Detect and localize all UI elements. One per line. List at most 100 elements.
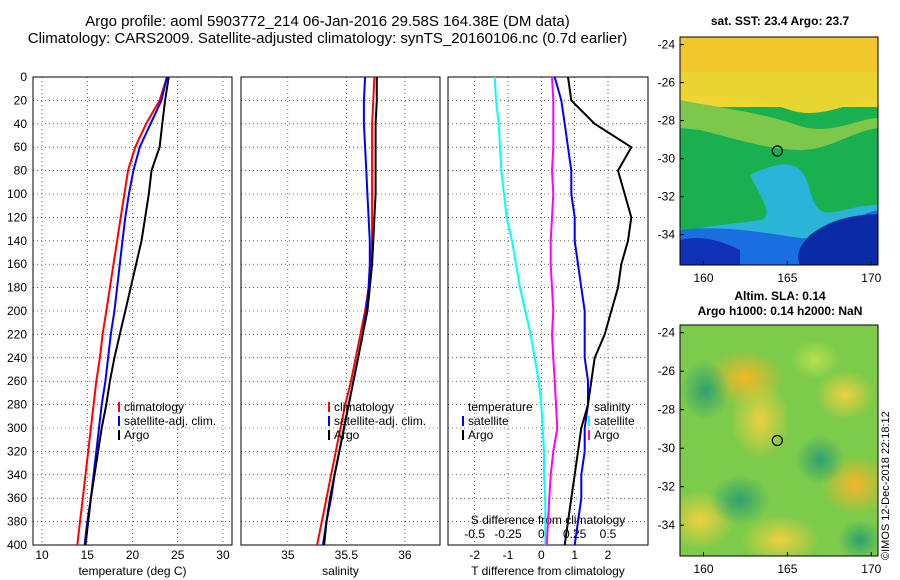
- salinity-panel: 35 35.5 36 salinity: [240, 76, 441, 578]
- series-line-argo: [84, 76, 170, 546]
- legend-title-temperature: temperature: [468, 400, 533, 414]
- sst-map-title: sat. SST: 23.4 Argo: 23.7: [710, 14, 850, 28]
- map-y-tick-label: -26: [658, 364, 676, 378]
- legend-label-argo: Argo: [334, 428, 360, 442]
- map-y-tick-label: -32: [658, 480, 676, 494]
- y-tick-label: 300: [7, 421, 27, 435]
- sst-map-axes: 160 165 170 -24 -26 -28 -30 -32 -34: [658, 38, 882, 285]
- y-tick-label: 100: [7, 187, 27, 201]
- map-x-tick-label: 160: [693, 271, 713, 285]
- map-y-tick-label: -28: [658, 403, 676, 417]
- map-y-tick-label: -28: [658, 114, 676, 128]
- x-tick-label: 0.5: [600, 527, 617, 541]
- sla-map-frame: [679, 324, 879, 557]
- y-tick-label: 60: [14, 140, 28, 154]
- x-axis-label: salinity: [322, 564, 359, 578]
- sst-transition: [680, 100, 878, 150]
- y-tick-label: 80: [14, 164, 28, 178]
- sst-orange-band: [680, 37, 878, 72]
- y-tick-label: 260: [7, 374, 27, 388]
- temperature-legend: climatology satellite-adj. clim. Argo: [118, 400, 216, 442]
- sst-map: 160 165 170 -24 -26 -28 -30 -32 -34: [658, 36, 882, 285]
- x-axis-label: T difference from climatology: [471, 564, 625, 578]
- y-tick-label: 220: [7, 327, 27, 341]
- y-tick-label: 20: [14, 93, 28, 107]
- x-axis-label: temperature (deg C): [78, 564, 186, 578]
- temperature-panel: 0 20 40 60 80 100 120 140 160 180 200 220 240 260 280 3…: [7, 70, 233, 578]
- x-tick-label: 25: [171, 548, 185, 562]
- sla-low-1: [680, 360, 730, 420]
- x-tick-label: 35: [281, 548, 295, 562]
- map-y-tick-label: -30: [658, 441, 676, 455]
- legend-label-satellite: satellite-adj. clim.: [124, 414, 216, 428]
- y-tick-label: 140: [7, 234, 27, 248]
- map-x-tick-label: 170: [861, 271, 881, 285]
- legend-label-t-satellite: satellite: [468, 414, 509, 428]
- plot-frame: [32, 76, 233, 546]
- y-tick-label: 160: [7, 257, 27, 271]
- sst-map-frame: [679, 36, 879, 266]
- y-tick-label: 380: [7, 515, 27, 529]
- y-tick-label: 40: [14, 117, 28, 131]
- series-line-t-satellite: [553, 76, 589, 546]
- map-y-tick-label: -24: [658, 326, 676, 340]
- y-tick-label: 340: [7, 468, 27, 482]
- map-y-tick-label: -26: [658, 76, 676, 90]
- y-tick-label: 180: [7, 281, 27, 295]
- sla-high-2: [730, 380, 790, 460]
- sla-map: 160 165 170 -24 -26 -28 -30 -32 -34: [658, 324, 882, 576]
- series-line-satellite: [83, 76, 168, 546]
- x-tick-label: -0.25: [494, 527, 522, 541]
- y-tick-label: 240: [7, 351, 27, 365]
- difference-legend: temperature satellite Argo salinity sate…: [462, 400, 635, 442]
- plot-frame: [240, 76, 441, 546]
- map-x-tick-label: 160: [693, 562, 713, 576]
- series-line-s-satellite: [493, 76, 547, 545]
- x-tick-label: 36: [398, 548, 412, 562]
- map-x-tick-label: 165: [777, 562, 797, 576]
- x-tick-label: -2: [469, 548, 480, 562]
- x-tick-label: 1: [571, 548, 578, 562]
- legend-label-climatology: climatology: [124, 400, 184, 414]
- x-tick-label: 30: [216, 548, 230, 562]
- series-line-argo: [323, 77, 378, 546]
- argo-position-marker: [771, 145, 783, 157]
- x-tick-label: 0.25: [563, 527, 587, 541]
- argo-position-marker: [771, 434, 783, 447]
- map-y-tick-label: -30: [658, 152, 676, 166]
- y-tick-label: 120: [7, 210, 27, 224]
- figure-title-line1: Argo profile: aoml 5903772_214 06-Jan-20…: [85, 13, 570, 30]
- legend-title-salinity: salinity: [594, 400, 631, 414]
- y-tick-label: 200: [7, 304, 27, 318]
- sst-coldest-west: [680, 238, 740, 265]
- y-tick-label: 320: [7, 444, 27, 458]
- x-tick-label: 20: [126, 548, 140, 562]
- legend-label-s-argo: Argo: [594, 428, 620, 442]
- map-y-tick-label: -34: [658, 518, 676, 532]
- sst-coldest-patch: [798, 214, 878, 265]
- map-y-tick-label: -32: [658, 190, 676, 204]
- sla-map-title-line2: Argo h1000: 0.14 h2000: NaN: [697, 304, 863, 318]
- series-line-climatology: [316, 76, 376, 546]
- sla-low-4: [838, 520, 878, 556]
- x-tick-label: 2: [605, 548, 612, 562]
- y-tick-label: 400: [7, 538, 27, 552]
- y-tick-label: 0: [20, 70, 27, 84]
- x-tick-label: 35.5: [335, 548, 359, 562]
- y-tick-label: 360: [7, 491, 27, 505]
- map-x-tick-label: 170: [861, 562, 881, 576]
- x-tick-label: 0: [538, 548, 545, 562]
- difference-panel: -2 -1 0 1 2 T difference from climatology -0.5…: [447, 76, 649, 578]
- legend-label-climatology: climatology: [334, 400, 394, 414]
- legend-label-t-argo: Argo: [468, 428, 494, 442]
- sla-high-6: [740, 515, 820, 556]
- x-tick-label: -0.5: [464, 527, 485, 541]
- sla-low-2: [795, 435, 845, 485]
- sla-high-5: [815, 370, 875, 420]
- legend-label-s-satellite: satellite: [594, 414, 635, 428]
- map-x-tick-label: 165: [777, 271, 797, 285]
- x-tick-label: 0: [538, 527, 545, 541]
- x-tick-label: 15: [81, 548, 95, 562]
- sla-map-axes: 160 165 170 -24 -26 -28 -30 -32 -34: [658, 326, 882, 576]
